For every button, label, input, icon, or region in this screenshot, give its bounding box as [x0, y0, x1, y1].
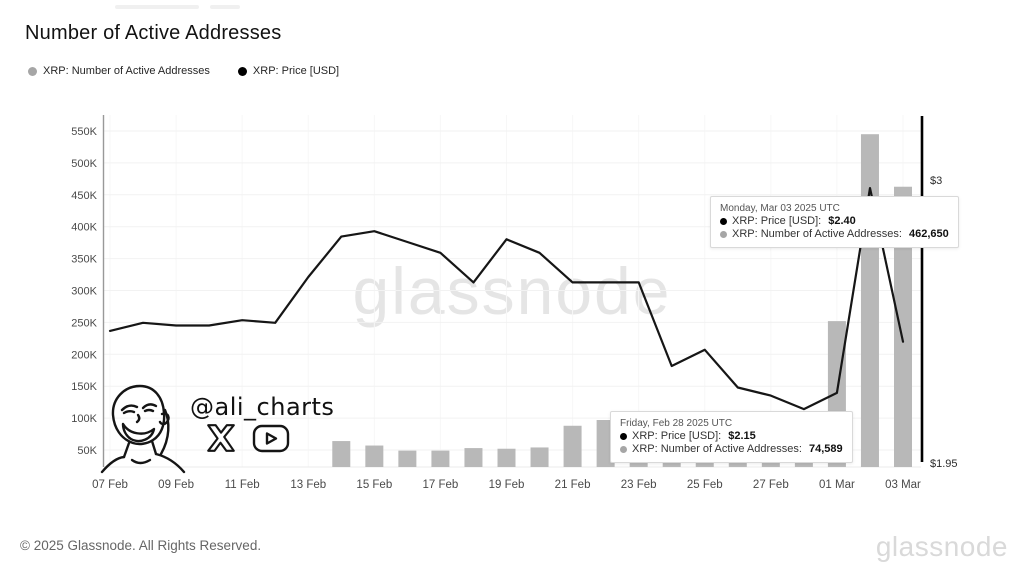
x-axis-tick-label: 11 Feb [225, 479, 260, 491]
bar-16-feb[interactable] [398, 450, 417, 467]
y-axis-tick-label: 50K [77, 445, 97, 457]
tooltip-row-price: XRP: Price [USD]: $2.40 [720, 215, 949, 228]
tooltip-mar-03: Monday, Mar 03 2025 UTC XRP: Price [USD]… [710, 196, 959, 248]
x-axis-tick-label: 03 Mar [885, 479, 921, 491]
bar-02-mar[interactable] [860, 134, 879, 467]
tooltip-label: XRP: Price [USD]: [632, 430, 722, 442]
author-handle: @ali_charts [190, 393, 335, 421]
bar-18-feb[interactable] [464, 448, 483, 467]
social-icons [204, 422, 290, 454]
series-dot-icon [620, 446, 627, 453]
y-axis-tick-label: 550K [71, 126, 97, 138]
tooltip-value: $2.40 [828, 215, 856, 227]
y-axis-tick-label: 450K [71, 190, 97, 202]
page-title: Number of Active Addresses [25, 22, 282, 44]
screen-artifact [210, 5, 240, 9]
y-axis-tick-label: 200K [71, 349, 97, 361]
tooltip-date: Monday, Mar 03 2025 UTC [720, 203, 840, 214]
y-axis-tick-label: 500K [71, 158, 97, 170]
x-axis-tick-label: 27 Feb [753, 479, 789, 491]
bar-19-feb[interactable] [497, 448, 516, 467]
legend-label: XRP: Price [USD] [252, 65, 340, 77]
x-axis-tick-label: 21 Feb [555, 479, 591, 491]
bar-14-feb[interactable] [332, 441, 351, 467]
x-axis-tick-label: 15 Feb [356, 479, 392, 491]
bar-03-mar[interactable] [894, 186, 912, 467]
price-line[interactable] [108, 187, 905, 411]
tooltip-value: $2.15 [728, 430, 756, 442]
author-signature: @ali_charts [98, 380, 338, 475]
y-axis-tick-label: 350K [71, 254, 97, 266]
hand-drawn-face-sketch [100, 384, 186, 474]
tooltip-date: Friday, Feb 28 2025 UTC [620, 418, 733, 429]
bar-17-feb[interactable] [431, 450, 450, 467]
bar-15-feb[interactable] [365, 445, 384, 467]
x-axis-tick-label: 09 Feb [158, 479, 194, 491]
y-axis-tick-label: 400K [71, 222, 97, 234]
series-dot-icon [237, 66, 247, 76]
series-dot-icon [720, 231, 727, 238]
x-axis-tick-label: 13 Feb [290, 479, 326, 491]
series-dot-icon [620, 433, 627, 440]
youtube-icon [252, 424, 290, 452]
x-axis-tick-label: 25 Feb [687, 479, 723, 491]
series-dot-icon [28, 66, 37, 76]
tooltip-row-addresses: XRP: Number of Active Addresses: 462,650 [720, 228, 949, 241]
legend-item-active-addresses[interactable]: XRP: Number of Active Addresses [28, 65, 210, 77]
tooltip-value: 74,589 [808, 443, 843, 455]
x-axis-tick-label: 23 Feb [621, 479, 657, 491]
y-axis-tick-label: 300K [71, 286, 97, 298]
tooltip-feb-28: Friday, Feb 28 2025 UTC XRP: Price [USD]… [610, 411, 853, 463]
bar-21-feb[interactable] [563, 425, 582, 467]
tooltip-value: 462,650 [908, 228, 949, 240]
legend-item-price[interactable]: XRP: Price [USD] [237, 65, 340, 77]
x-logo-icon [207, 424, 235, 452]
y-axis-tick-label: 100K [71, 413, 97, 425]
legend: XRP: Number of Active Addresses XRP: Pri… [28, 65, 339, 77]
glassnode-logo: glassnode [875, 531, 1008, 562]
x-axis-tick-label: 07 Feb [92, 479, 128, 491]
tooltip-label: XRP: Price [USD]: [732, 215, 822, 227]
y-axis-tick-label: 250K [71, 317, 97, 329]
tooltip-row-price: XRP: Price [USD]: $2.15 [620, 430, 843, 443]
bar-20-feb[interactable] [530, 447, 549, 467]
legend-label: XRP: Number of Active Addresses [43, 65, 210, 77]
tooltip-label: XRP: Number of Active Addresses: [732, 228, 902, 240]
x-axis-tick-label: 17 Feb [423, 479, 459, 491]
x-axis-tick-label: 01 Mar [819, 479, 855, 491]
right-axis-tick-label: $3 [930, 175, 942, 187]
right-axis-tick-label: $1.95 [930, 458, 958, 470]
screen-artifact [115, 5, 199, 9]
x-axis-tick-label: 19 Feb [489, 479, 525, 491]
y-axis-tick-label: 150K [71, 381, 97, 393]
copyright-text: © 2025 Glassnode. All Rights Reserved. [20, 538, 262, 553]
tooltip-label: XRP: Number of Active Addresses: [632, 443, 802, 455]
tooltip-row-addresses: XRP: Number of Active Addresses: 74,589 [620, 443, 843, 456]
series-dot-icon [720, 218, 727, 225]
